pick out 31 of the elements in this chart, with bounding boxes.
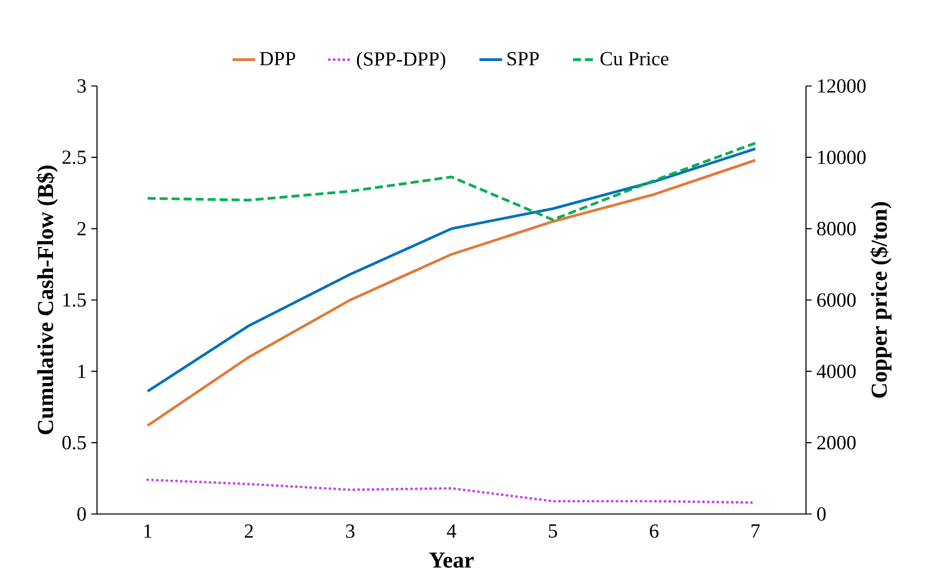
y-tick-label: 2.5: [62, 150, 86, 164]
y2-tick-label: 0: [817, 507, 826, 521]
line-series: [146, 142, 757, 222]
x-tick-label: 2: [244, 524, 253, 538]
line-series: [146, 158, 757, 427]
legend-label: SPP: [508, 52, 539, 66]
y2-axis-title: Copper price ($/ton): [870, 202, 892, 398]
x-axis-title: Year: [429, 552, 474, 568]
x-tick-label: 6: [650, 524, 658, 538]
y2-tick-label: 10000: [818, 150, 866, 164]
y-tick-label: 1: [78, 364, 86, 378]
x-tick-label: 3: [346, 524, 354, 538]
x-tick-label: 4: [446, 524, 456, 538]
legend-label: (SPP-DPP): [356, 52, 446, 70]
y-tick-label: 2: [77, 222, 86, 236]
x-tick-label: 1: [144, 524, 152, 538]
line-series: [146, 147, 757, 393]
y-axis-title: Cumulative Cash-Flow (B$): [36, 166, 58, 434]
y2-tick-label: 12000: [818, 79, 866, 93]
x-tick-label: 7: [752, 524, 760, 538]
legend-label: Cu Price: [600, 52, 668, 66]
x-tick-label: 5: [548, 524, 558, 538]
y-tick-label: 0.5: [62, 436, 86, 450]
y2-tick-label: 8000: [817, 222, 856, 236]
y-tick-label: 0: [77, 507, 86, 521]
y2-tick-label: 6000: [817, 293, 856, 307]
y2-tick-label: 4000: [816, 364, 856, 378]
y-tick-label: 1.5: [63, 293, 86, 307]
y2-tick-label: 2000: [817, 436, 856, 450]
legend-label: DPP: [260, 52, 296, 66]
y-tick-label: 3: [78, 79, 86, 93]
